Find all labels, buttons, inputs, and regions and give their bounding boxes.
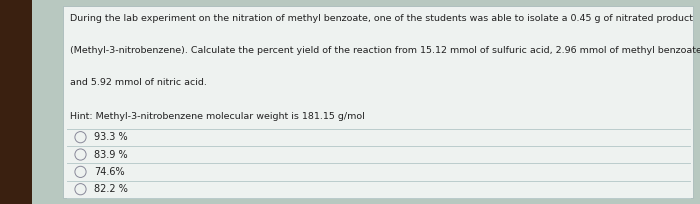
Text: During the lab experiment on the nitration of methyl benzoate, one of the studen: During the lab experiment on the nitrati… bbox=[70, 14, 693, 23]
Bar bbox=[0, 0, 32, 204]
Text: (Methyl-3-nitrobenzene). Calculate the percent yield of the reaction from 15.12 : (Methyl-3-nitrobenzene). Calculate the p… bbox=[70, 46, 700, 55]
Text: Hint: Methyl-3-nitrobenzene molecular weight is 181.15 g/mol: Hint: Methyl-3-nitrobenzene molecular we… bbox=[70, 112, 365, 121]
Text: 83.9 %: 83.9 % bbox=[94, 150, 128, 160]
Text: and 5.92 mmol of nitric acid.: and 5.92 mmol of nitric acid. bbox=[70, 78, 207, 86]
Text: 82.2 %: 82.2 % bbox=[94, 184, 128, 194]
Text: 93.3 %: 93.3 % bbox=[94, 132, 128, 142]
Text: 74.6%: 74.6% bbox=[94, 167, 125, 177]
